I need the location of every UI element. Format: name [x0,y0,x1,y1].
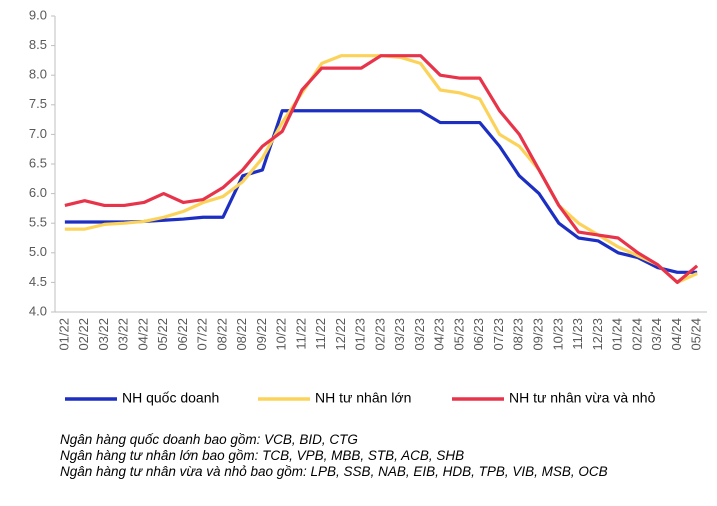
x-tick-label: 10/22 [274,318,289,351]
x-tick-label: 01/22 [56,318,71,351]
legend-label: NH tư nhân lớn [315,390,411,406]
x-tick-label: 12/22 [333,318,348,351]
series-line [64,54,698,284]
x-tick-label: 11/22 [293,318,308,350]
legend-label: NH quốc doanh [122,390,219,406]
x-tick-label: 04/24 [669,318,684,351]
x-tick-label: 09/23 [530,318,545,351]
y-tick-label: 9.0 [29,7,47,22]
y-tick-label: 7.0 [29,126,47,141]
y-tick-label: 4.5 [29,274,47,289]
x-tick-label: 08/23 [511,318,526,351]
legend-label: NH tư nhân vừa và nhỏ [509,390,656,406]
x-tick-label: 03/22 [116,318,131,351]
x-tick-label: 06/22 [175,318,190,351]
y-tick-label: 6.5 [29,155,47,170]
chart: 4.0 4.5 5.0 5.5 6.0 6.5 7.0 7.5 8.0 8.5 9.0 01/22 02… [29,7,707,406]
x-tick-label: 04/23 [432,318,447,351]
x-tick-label: 03/23 [392,318,407,351]
x-tick-label: 06/23 [471,318,486,351]
x-tick-label: 09/22 [254,318,269,351]
x-tick-label: 02/23 [372,318,387,351]
x-tick-label: 11/23 [570,318,585,350]
series-line [64,54,699,284]
x-tick-label: 08/22 [214,318,229,351]
y-tick-label: 4.0 [29,303,47,318]
y-tick-label: 5.0 [29,244,47,259]
x-tick-label: 01/23 [353,318,368,351]
x-tick-label: 02/22 [76,318,91,351]
x-tick-label: 01/24 [610,318,625,351]
series-line [64,109,698,274]
x-tick-label: 05/23 [451,318,466,351]
x-tick-label: 04/22 [135,318,150,351]
y-tick-label: 5.5 [29,215,47,230]
y-tick-label: 8.5 [29,37,47,52]
note: Ngân hàng tư nhân lớn bao gồm: TCB, VPB,… [60,448,465,463]
x-tick-label: 11/22 [313,318,328,350]
x-tick-label: 12/23 [590,318,605,351]
y-tick-label: 8.0 [29,67,47,82]
y-tick-label: 7.5 [29,96,47,111]
x-tick-label: 03/23 [412,318,427,351]
x-tick-label: 02/24 [629,318,644,351]
x-tick-label: 05/22 [155,318,170,351]
x-tick-label: 10/23 [550,318,565,351]
y-tick-label: 6.0 [29,185,47,200]
x-tick-label: 03/22 [96,318,111,351]
note: Ngân hàng quốc doanh bao gồm: VCB, BID, … [60,432,358,447]
notes: Ngân hàng quốc doanh bao gồm: VCB, BID, … [60,432,680,480]
x-tick-label: 03/24 [649,318,664,351]
x-tick-label: 07/22 [195,318,210,351]
x-tick-label: 05/24 [689,318,704,351]
note: Ngân hàng tư nhân vừa và nhỏ bao gồm: LP… [60,464,608,479]
x-tick-label: 08/22 [234,318,249,351]
x-tick-label: 07/23 [491,318,506,351]
